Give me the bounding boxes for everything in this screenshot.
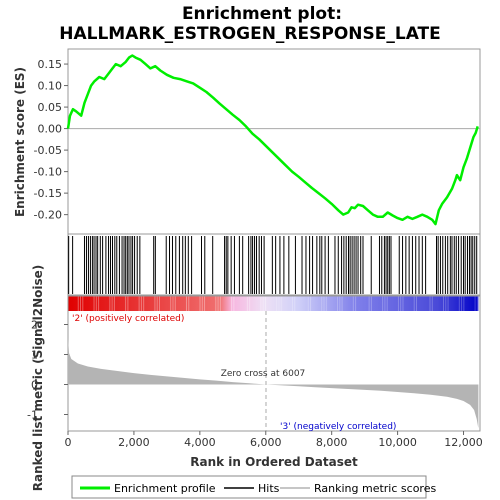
plot-title-line1: Enrichment plot: [182,4,342,24]
legend-hits-label: Hits [258,482,280,495]
hits-panel-frame [67,233,481,296]
enrichment-profile-line [66,54,479,226]
es-panel-frame [67,48,481,235]
hits-panel [67,233,481,296]
metric-y-tick-label: -1 [27,409,38,422]
metric-y-tick-label: 2 [31,319,38,332]
ranking-metric-area [68,338,479,428]
metric-y-tick-label: 1 [31,349,38,362]
es-y-tick-label: -0.10 [34,166,62,179]
metric-y-tick-label: 0 [31,379,38,392]
es-y-axis-label: Enrichment score (ES) [13,67,27,217]
ranking-color-bar [68,296,479,311]
negative-correlation-label: '3' (negatively correlated) [280,422,396,432]
legend-frame [71,475,427,499]
zero-cross-label: Zero cross at 6007 [221,369,306,379]
x-tick-label: 4,000 [184,436,216,449]
legend-enrichment-label: Enrichment profile [114,482,216,495]
x-axis-label: Rank in Ordered Dataset [190,455,358,469]
plot-title-line2: HALLMARK_ESTROGEN_RESPONSE_LATE [59,24,441,44]
es-y-tick-label: 0.10 [38,80,63,93]
x-tick-label: 2,000 [118,436,150,449]
metric-y-axis-label: Ranked list metric (Signal2Noise) [31,265,45,492]
positive-correlation-label: '2' (positively correlated) [72,314,184,324]
es-panel: 0.15 0.10 0.05 0.00 -0.05 -0.10 -0.15 -0.20 [34,48,481,235]
x-tick-label: 6,000 [250,436,282,449]
x-tick-label: 0 [65,436,72,449]
x-tick-label: 10,000 [378,436,417,449]
metric-panel: 2 1 0 -1 0 2,000 4,000 6,000 8,000 10,000 12,000 [27,295,483,449]
x-tick-label: 8,000 [316,436,348,449]
legend: Enrichment profile Hits Ranking metric s… [71,475,436,499]
es-y-tick-label: 0.05 [38,101,63,114]
es-y-tick-label: 0.15 [38,58,63,71]
es-y-tick-label: -0.05 [34,144,62,157]
x-tick-label: 12,000 [444,436,483,449]
legend-ranking-label: Ranking metric scores [314,482,436,495]
es-y-tick-label: 0.00 [38,123,63,136]
es-y-tick-label: -0.20 [34,209,62,222]
es-y-tick-label: -0.15 [34,187,62,200]
